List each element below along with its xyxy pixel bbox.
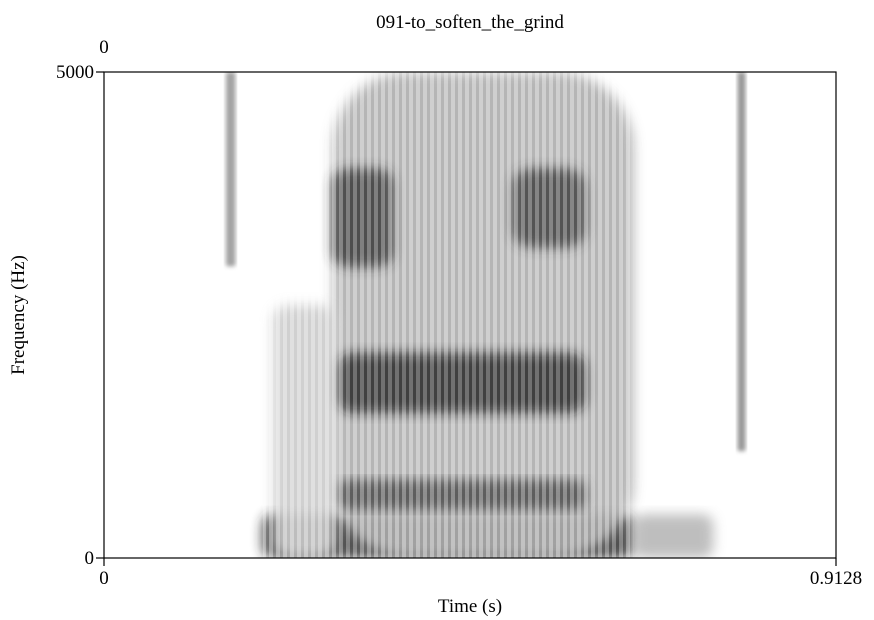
y-tick-label-top: 5000 — [56, 62, 94, 83]
spectrogram-region — [737, 72, 746, 452]
glottal-striations — [262, 72, 634, 558]
y-axis-label: Frequency (Hz) — [8, 255, 29, 375]
x-tick-label-right: 0.9128 — [810, 568, 862, 589]
spectrogram-region — [633, 514, 714, 558]
spectrogram-region — [225, 72, 236, 267]
chart-title: 091-to_soften_the_grind — [376, 12, 564, 33]
x-axis-label: Time (s) — [438, 596, 502, 617]
y-tick-label-bottom: 0 — [85, 548, 95, 569]
plot-frame — [103, 71, 837, 559]
top-left-label: 0 — [99, 37, 109, 58]
x-tick-label-left: 0 — [99, 568, 109, 589]
